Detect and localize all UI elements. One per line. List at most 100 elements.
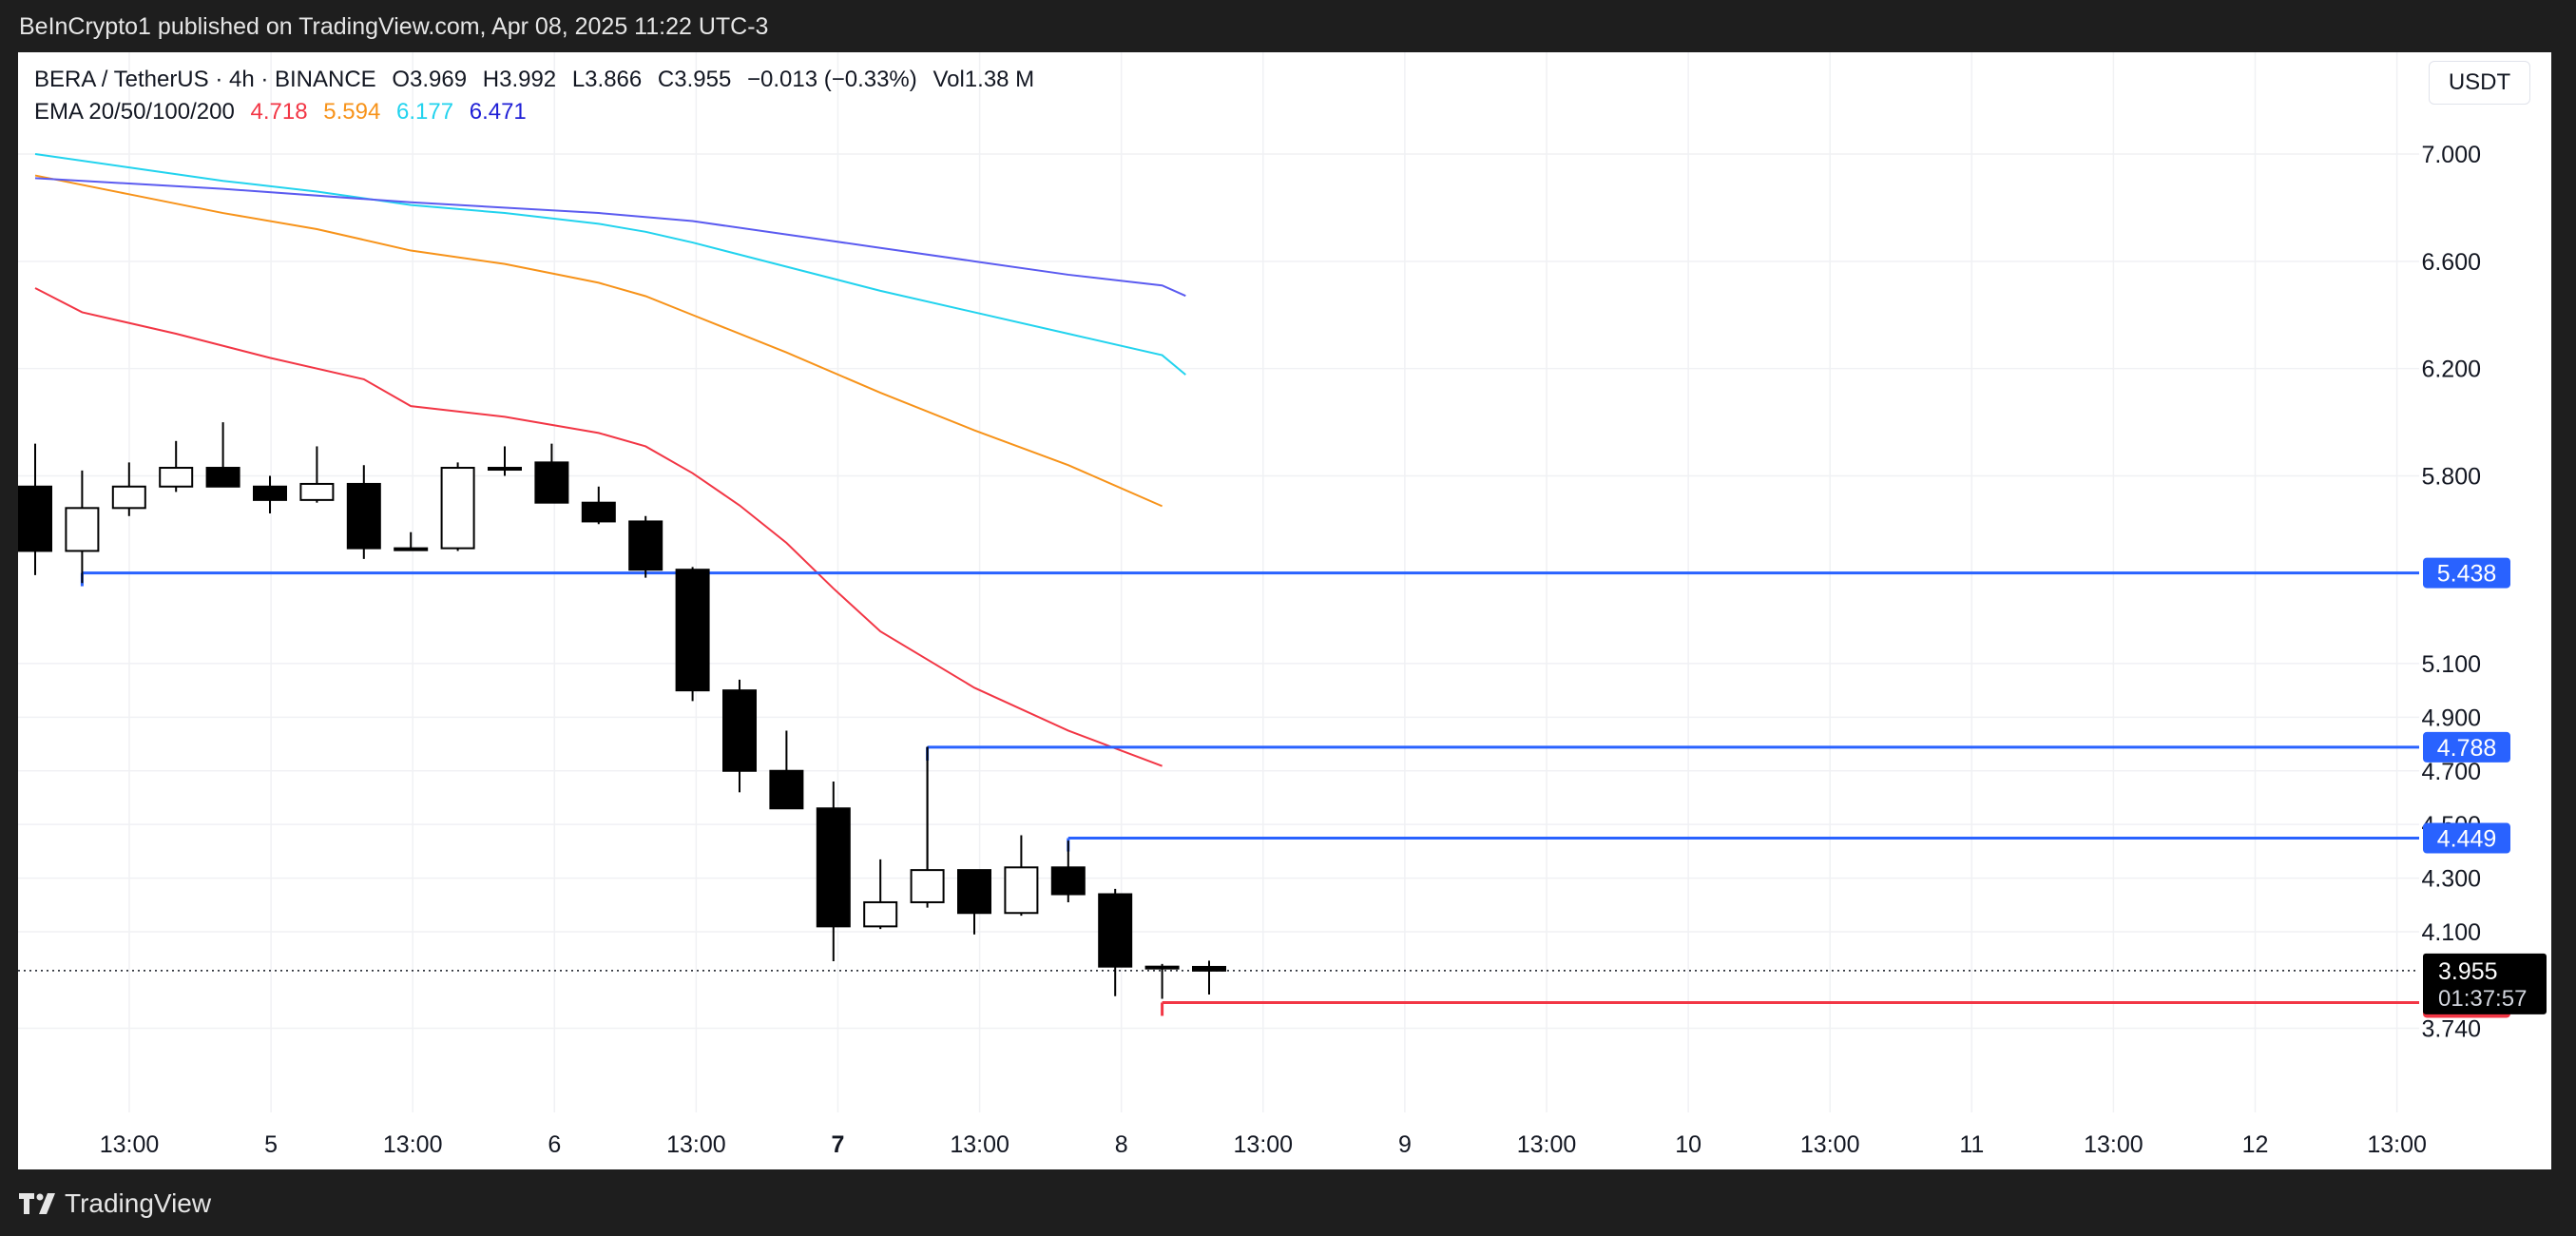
x-tick-label: 13:00: [1800, 1131, 1860, 1158]
candle[interactable]: [863, 859, 898, 930]
candle-body: [111, 485, 146, 510]
x-tick-label: 13:00: [2367, 1131, 2427, 1158]
candle[interactable]: [159, 440, 194, 492]
high-value: H3.992: [482, 67, 557, 92]
ema-line: [34, 287, 1163, 767]
level-badge-label: 5.438: [2437, 561, 2497, 588]
candle[interactable]: [722, 679, 757, 793]
tradingview-brand[interactable]: TradingView: [19, 1188, 211, 1219]
candle[interactable]: [205, 422, 240, 488]
x-tick-label: 13:00: [1234, 1131, 1294, 1158]
candle-body: [863, 900, 898, 928]
y-tick-label: 6.600: [2421, 249, 2481, 276]
symbol-row: BERA / TetherUS · 4h · BINANCE O3.969 H3…: [34, 67, 1044, 99]
candle[interactable]: [394, 531, 429, 551]
candle-body: [534, 461, 569, 504]
candle-body: [253, 485, 287, 501]
y-tick-label: 4.700: [2421, 759, 2481, 785]
open-value: O3.969: [392, 67, 468, 92]
candle[interactable]: [488, 446, 522, 476]
candle[interactable]: [299, 446, 335, 503]
publish-bar: BeInCrypto1 published on TradingView.com…: [0, 0, 2576, 52]
ema-label[interactable]: EMA 20/50/100/200: [34, 99, 235, 125]
candle[interactable]: [1144, 963, 1180, 999]
candle[interactable]: [253, 475, 287, 513]
level-badge: 4.788: [2423, 731, 2510, 763]
y-tick-label: 7.000: [2421, 142, 2481, 168]
last-price-label: 3.955: [2438, 958, 2498, 985]
candle-body: [910, 869, 945, 903]
candle[interactable]: [1098, 888, 1133, 996]
level-badge: 4.449: [2423, 822, 2510, 854]
candle[interactable]: [581, 486, 616, 525]
candle[interactable]: [816, 782, 851, 962]
candle-body: [18, 485, 52, 552]
candle[interactable]: [675, 567, 710, 702]
tradingview-logo-icon: [19, 1193, 55, 1214]
ema-line: [34, 177, 1186, 298]
y-tick-label: 3.740: [2421, 1016, 2481, 1043]
legend: BERA / TetherUS · 4h · BINANCE O3.969 H3…: [34, 67, 1044, 131]
x-tick-label: 5: [264, 1131, 278, 1158]
candle-body: [581, 501, 616, 523]
change-value: −0.013 (−0.33%): [746, 67, 917, 92]
y-tick-label: 4.100: [2421, 919, 2481, 946]
ema-line: [34, 174, 1163, 508]
candle-body: [346, 482, 381, 550]
candle[interactable]: [65, 470, 100, 584]
candle-body: [65, 507, 100, 552]
x-tick-label: 8: [1115, 1131, 1128, 1158]
x-tick-label: 13:00: [2084, 1131, 2143, 1158]
brand-text: TradingView: [65, 1188, 212, 1218]
candle-body: [816, 807, 851, 928]
volume-value: Vol1.38 M: [932, 67, 1035, 92]
candle[interactable]: [910, 746, 945, 908]
level-badge-label: 4.449: [2437, 826, 2497, 853]
footer-bar: [0, 1169, 2576, 1236]
level-lines: [18, 571, 2419, 1016]
candle-body: [769, 769, 804, 810]
candle-body: [1192, 965, 1226, 972]
ema-lines: [34, 153, 1186, 767]
candle[interactable]: [957, 869, 991, 935]
candle[interactable]: [1192, 960, 1226, 995]
candle-body: [488, 467, 522, 472]
candle[interactable]: [628, 515, 663, 578]
y-tick-label: 4.900: [2421, 705, 2481, 731]
x-tick-label: 13:00: [950, 1131, 1009, 1158]
x-tick-label: 9: [1398, 1131, 1412, 1158]
y-tick-label: 4.300: [2421, 866, 2481, 893]
chart-area[interactable]: [18, 52, 2551, 1169]
candle[interactable]: [18, 443, 52, 575]
candle[interactable]: [1050, 840, 1086, 902]
candle-body: [205, 467, 240, 488]
symbol[interactable]: BERA / TetherUS · 4h · BINANCE: [34, 67, 376, 92]
candle[interactable]: [534, 443, 569, 504]
candle[interactable]: [769, 730, 804, 810]
candle[interactable]: [346, 465, 381, 559]
ema50-value: 5.594: [323, 99, 381, 125]
candle-body: [440, 467, 475, 550]
level-badge: 5.438: [2423, 557, 2510, 589]
level-badge-label: 4.788: [2437, 735, 2497, 762]
currency-selector[interactable]: USDT: [2429, 61, 2530, 105]
x-tick-label: 13:00: [100, 1131, 160, 1158]
x-tick-label: 13:00: [383, 1131, 443, 1158]
candle-body: [722, 689, 757, 772]
candle-body: [1004, 866, 1039, 915]
close-value: C3.955: [657, 67, 732, 92]
candle-body: [1050, 866, 1086, 896]
candle-body: [628, 520, 663, 571]
x-tick-label: 7: [832, 1131, 845, 1158]
x-tick-label: 10: [1675, 1131, 1701, 1158]
publish-text: BeInCrypto1 published on TradingView.com…: [19, 13, 769, 40]
y-tick-label: 6.200: [2421, 357, 2481, 383]
grid: [18, 52, 2419, 1112]
candle[interactable]: [1004, 835, 1039, 917]
y-tick-label: 5.800: [2421, 463, 2481, 490]
low-value: L3.866: [571, 67, 643, 92]
candle[interactable]: [111, 462, 146, 516]
candle[interactable]: [440, 462, 475, 551]
